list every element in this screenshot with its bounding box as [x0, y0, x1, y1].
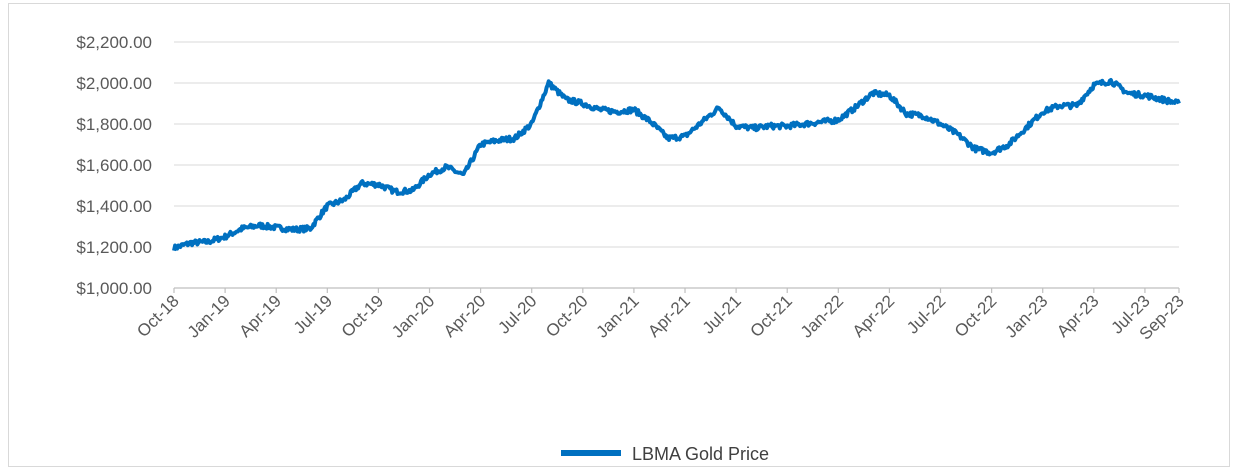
x-tick-label: Jul-19	[290, 291, 336, 337]
x-tick-label: Oct-18	[133, 291, 183, 341]
x-tick-label: Apr-21	[644, 291, 694, 341]
x-tick-label: Apr-23	[1053, 291, 1103, 341]
x-tick-label: Jan-22	[797, 291, 847, 341]
x-tick-label: Oct-19	[338, 291, 388, 341]
grid-lines	[174, 41, 1179, 248]
y-tick-label: $1,600.00	[76, 156, 152, 175]
x-tick-label: Jan-19	[184, 291, 234, 341]
x-tick-label: Apr-22	[849, 291, 899, 341]
x-tick-label: Jan-21	[593, 291, 643, 341]
x-tick-label: Jan-23	[1001, 291, 1051, 341]
y-tick-label: $1,000.00	[76, 279, 152, 298]
legend-label-lbma-gold-price: LBMA Gold Price	[632, 444, 769, 464]
legend: LBMA Gold Price	[561, 444, 769, 464]
y-tick-label: $1,400.00	[76, 197, 152, 216]
series-line-lbma-gold-price	[172, 78, 1181, 252]
x-axis-tick-labels: Oct-18 Jan-19 Apr-19 Jul-19 Oct-19 Jan-20 Apr-…	[133, 291, 1188, 343]
y-tick-label: $1,800.00	[76, 115, 152, 134]
y-tick-label: $2,200.00	[76, 33, 152, 52]
x-tick-label: Jul-22	[903, 291, 949, 337]
x-tick-label: Apr-19	[236, 291, 286, 341]
x-tick-label: Oct-22	[951, 291, 1001, 341]
y-axis-tick-labels: $1,000.00 $1,200.00 $1,400.00 $1,600.00 $1,8…	[76, 33, 152, 298]
x-tick-label: Jul-21	[699, 291, 745, 337]
x-tick-label: Oct-20	[542, 291, 592, 341]
x-tick-label: Jul-20	[494, 291, 540, 337]
y-tick-label: $1,200.00	[76, 238, 152, 257]
y-tick-label: $2,000.00	[76, 74, 152, 93]
chart-frame: $1,000.00 $1,200.00 $1,400.00 $1,600.00 $1,8…	[8, 3, 1230, 467]
x-tick-label: Apr-20	[440, 291, 490, 341]
x-tick-label: Oct-21	[747, 291, 797, 341]
gold-price-chart: $1,000.00 $1,200.00 $1,400.00 $1,600.00 $1,8…	[76, 33, 1188, 464]
x-tick-label: Jan-20	[388, 291, 438, 341]
series-layer	[172, 78, 1181, 252]
x-axis	[173, 287, 1180, 293]
